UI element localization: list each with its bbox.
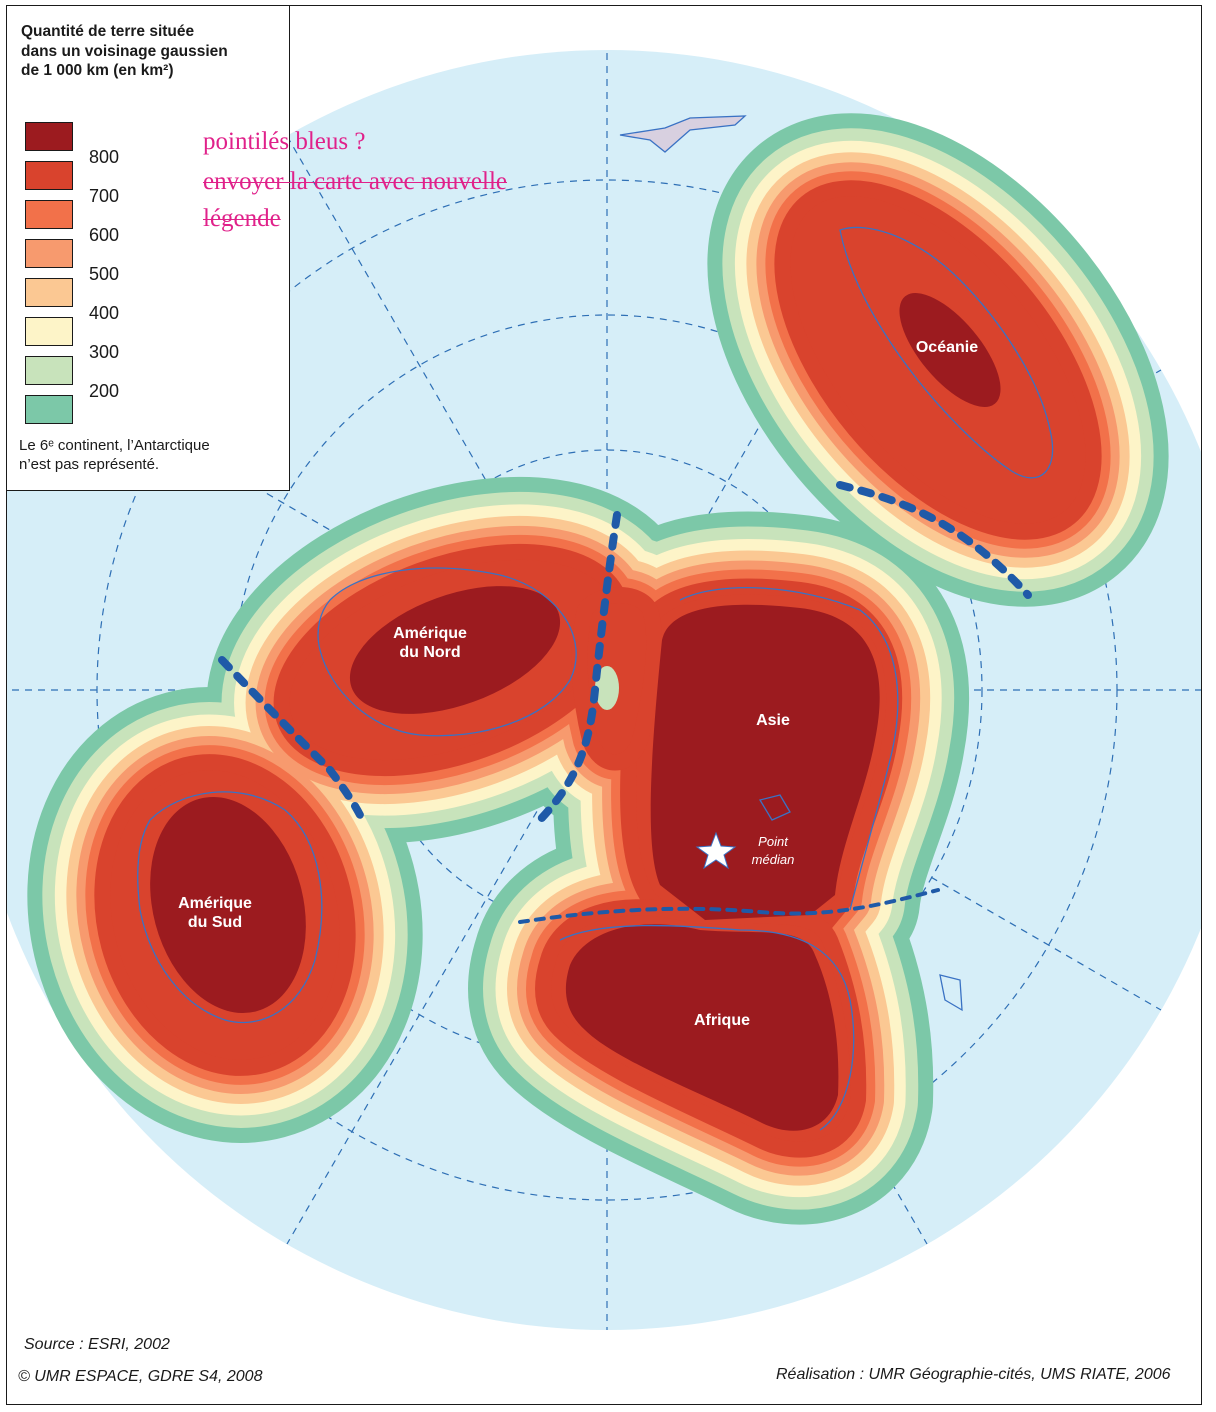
- boundary-lines: [218, 481, 1032, 924]
- copyright-text: © UMR ESPACE, GDRE S4, 2008: [18, 1368, 263, 1385]
- legend-value: 600: [89, 225, 120, 245]
- label-amerique-sud-1: Amérique: [178, 895, 252, 912]
- legend-swatch: [25, 161, 73, 190]
- legend-title: Quantité de terre située dans un voisina…: [21, 22, 283, 81]
- label-amerique-nord-1: Amérique: [393, 625, 467, 642]
- legend-swatch: [25, 278, 73, 307]
- legend: Quantité de terre située dans un voisina…: [6, 5, 290, 491]
- legend-value: 300: [89, 342, 120, 362]
- atlantic-hole: [595, 666, 619, 710]
- core-800: [150, 293, 1001, 1131]
- legend-swatch: [25, 122, 73, 151]
- label-point-2: médian: [752, 852, 795, 867]
- legend-value: 800: [89, 147, 120, 167]
- legend-title-line: Quantité de terre située: [21, 23, 195, 40]
- label-amerique-sud-2: du Sud: [188, 914, 242, 931]
- annotation-line-1: pointilés bleus ?: [203, 128, 366, 155]
- source-text: Source : ESRI, 2002: [24, 1336, 170, 1353]
- median-point-icon: [695, 831, 737, 870]
- coastlines: [137, 115, 1054, 1131]
- legend-note-line: n’est pas représenté.: [19, 456, 160, 473]
- legend-swatch: [25, 317, 73, 346]
- label-point-1: Point: [758, 834, 789, 849]
- legend-note-line: Le 6ᵉ continent, l’Antarctique: [19, 437, 210, 454]
- annotation-line-3: légende: [203, 205, 281, 232]
- legend-value: 200: [89, 381, 120, 401]
- legend-swatch: [25, 200, 73, 229]
- legend-swatch: [25, 395, 73, 424]
- label-asie: Asie: [756, 712, 790, 729]
- legend-swatch: [25, 356, 73, 385]
- legend-swatch: [25, 239, 73, 268]
- legend-title-line: de 1 000 km (en km²): [21, 62, 174, 79]
- legend-title-line: dans un voisinage gaussien: [21, 42, 228, 60]
- label-amerique-nord-2: du Nord: [399, 644, 460, 661]
- label-oceanie: Océanie: [916, 339, 978, 356]
- map-frame: [6, 5, 1202, 1405]
- legend-value: 700: [89, 186, 120, 206]
- legend-value: 400: [89, 303, 120, 323]
- legend-note: Le 6ᵉ continent, l’Antarctique n’est pas…: [19, 436, 281, 474]
- annotation-line-2: envoyer la carte avec nouvelle: [203, 168, 507, 195]
- realisation-text: Réalisation : UMR Géographie-cités, UMS …: [776, 1366, 1171, 1383]
- legend-value: 500: [89, 264, 120, 284]
- label-afrique: Afrique: [694, 1012, 750, 1029]
